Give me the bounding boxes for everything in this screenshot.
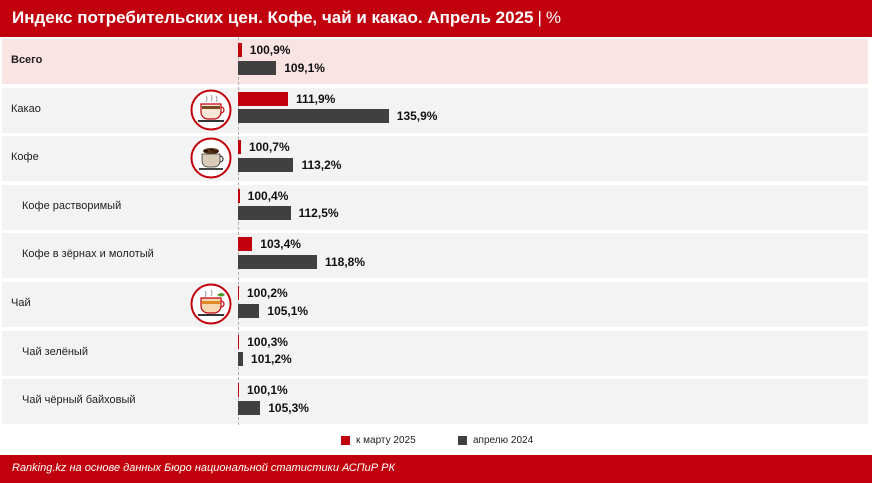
bar-march-2025 bbox=[238, 43, 242, 57]
data-label: 118,8% bbox=[324, 255, 365, 269]
data-label: 101,2% bbox=[251, 352, 292, 367]
data-label: 135,9% bbox=[396, 109, 438, 124]
source-note: Ranking.kz на основе данных Бюро национа… bbox=[12, 462, 395, 474]
data-label: 103,4% bbox=[260, 237, 301, 252]
data-label: 112,5% bbox=[298, 206, 339, 221]
bar-april-2024 bbox=[238, 157, 294, 172]
category-label: Всего bbox=[11, 54, 43, 66]
bar-march-2025 bbox=[238, 237, 253, 252]
chart-title: Индекс потребительских цен. Кофе, чай и … bbox=[12, 8, 534, 27]
data-label: 105,3% bbox=[268, 400, 309, 415]
category-row bbox=[2, 87, 868, 133]
bar-april-2024 bbox=[238, 206, 291, 221]
bar-march-2025 bbox=[238, 91, 288, 106]
data-label: 100,7% bbox=[248, 140, 290, 155]
title-unit: % bbox=[545, 8, 562, 27]
tea-cup-icon bbox=[190, 283, 232, 325]
chart-legend: к марту 2025 апрелю 2024 bbox=[0, 435, 872, 451]
data-label: 109,1% bbox=[284, 60, 325, 75]
legend-swatch bbox=[341, 436, 350, 445]
category-row bbox=[2, 379, 868, 425]
data-label: 100,3% bbox=[247, 334, 288, 349]
data-label: 100,4% bbox=[247, 188, 289, 203]
data-label: 105,1% bbox=[267, 303, 309, 318]
legend-item: апрелю 2024 bbox=[458, 435, 533, 446]
bar-march-2025 bbox=[238, 383, 239, 398]
data-label: 111,9% bbox=[295, 91, 336, 106]
category-row bbox=[2, 330, 868, 376]
bar-april-2024 bbox=[238, 109, 389, 124]
bar-april-2024 bbox=[238, 60, 277, 75]
legend-label: апрелю 2024 bbox=[473, 435, 534, 446]
bar-march-2025 bbox=[238, 334, 240, 349]
chart-footer: Ranking.kz на основе данных Бюро национа… bbox=[0, 455, 872, 483]
chart-plot-area: к марту 2025 апрелю 2024 Всего 100,9% 109,1… bbox=[0, 37, 872, 455]
category-label: Чай bbox=[11, 297, 31, 309]
category-row bbox=[2, 39, 868, 84]
coffee-cup-icon bbox=[190, 137, 232, 179]
legend-swatch bbox=[458, 436, 467, 445]
chart-header: Индекс потребительских цен. Кофе, чай и … bbox=[0, 0, 872, 37]
data-label: 100,9% bbox=[249, 43, 291, 57]
bar-march-2025 bbox=[238, 188, 240, 203]
category-label: Кофе растворимый bbox=[22, 199, 122, 212]
category-row bbox=[2, 184, 868, 230]
category-label: Кофе bbox=[11, 151, 39, 164]
data-label: 113,2% bbox=[301, 157, 342, 172]
bar-march-2025 bbox=[238, 140, 241, 155]
data-label: 100,2% bbox=[247, 286, 288, 300]
category-label: Чай чёрный байховый bbox=[22, 394, 136, 407]
baseline-axis bbox=[238, 37, 239, 425]
category-row bbox=[2, 233, 868, 279]
category-label: Чай зелёный bbox=[22, 345, 88, 358]
legend-item: к марту 2025 bbox=[341, 435, 416, 446]
category-label: Кофе в зёрнах и молотый bbox=[22, 248, 154, 261]
category-row bbox=[2, 136, 868, 182]
category-label: Какао bbox=[11, 102, 41, 115]
chart-title-line: Индекс потребительских цен. Кофе, чай и … bbox=[12, 8, 561, 28]
bar-april-2024 bbox=[238, 303, 260, 318]
category-row bbox=[2, 282, 868, 327]
title-separator: | bbox=[537, 8, 542, 27]
bar-april-2024 bbox=[238, 255, 317, 269]
legend-label: к марту 2025 bbox=[356, 435, 416, 446]
bar-april-2024 bbox=[238, 400, 261, 415]
bar-march-2025 bbox=[238, 286, 239, 300]
cocoa-cup-icon bbox=[190, 89, 232, 131]
bar-april-2024 bbox=[238, 352, 244, 367]
data-label: 100,1% bbox=[247, 383, 288, 398]
